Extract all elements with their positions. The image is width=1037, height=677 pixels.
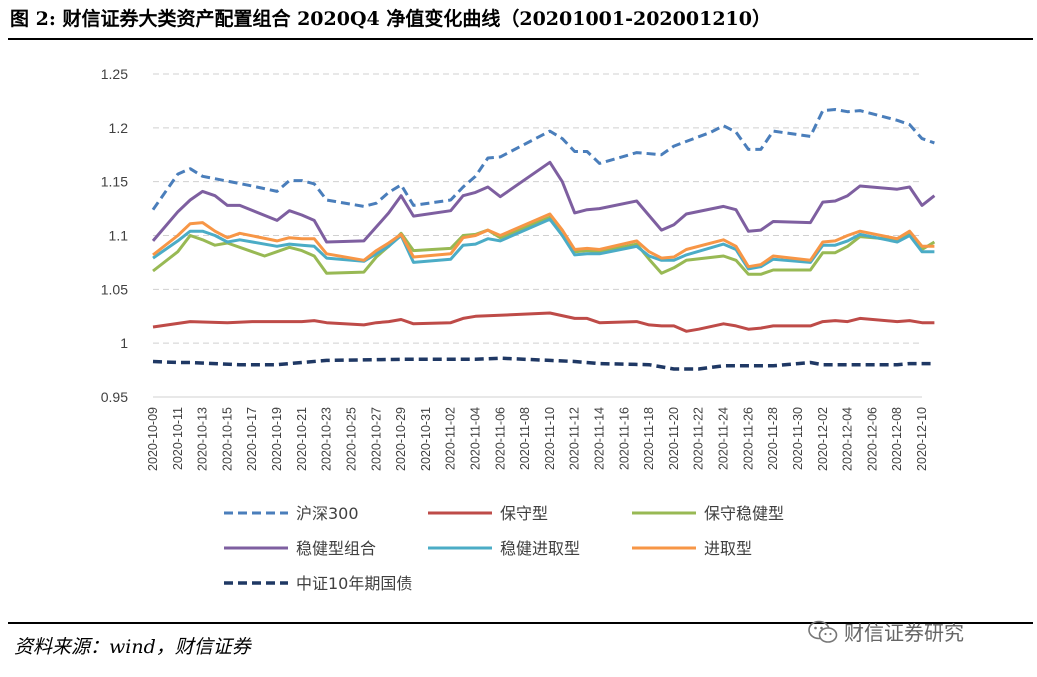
series-line (152, 215, 936, 276)
x-tick-label: 2020-11-26 (741, 407, 755, 470)
watermark: 财信证券研究 (808, 617, 964, 646)
x-axis-ticks: 2020-10-09 2020-10-11 2020-10-13 2020-10-15… (146, 407, 929, 471)
y-tick-label: 1.05 (101, 281, 128, 297)
x-tick-label: 2020-10-09 (146, 407, 160, 471)
y-tick-label: 1.25 (101, 66, 128, 82)
x-tick-label: 2020-10-29 (394, 407, 408, 471)
x-tick-label: 2020-11-28 (766, 407, 780, 470)
x-tick-label: 2020-11-10 (543, 407, 557, 470)
x-tick-label: 2020-11-08 (518, 407, 532, 470)
legend-item[interactable]: 保守型 (428, 504, 548, 523)
legend-label: 进取型 (704, 539, 752, 558)
legend-label: 稳健型组合 (296, 539, 376, 558)
y-tick-label: 1.2 (109, 120, 129, 136)
x-tick-label: 2020-12-04 (841, 407, 855, 471)
legend-item[interactable]: 中证10年期国债 (224, 574, 412, 593)
source-note: 资料来源：wind，财信证券 (14, 636, 251, 658)
x-tick-label: 2020-12-08 (890, 407, 904, 471)
x-tick-label: 2020-10-23 (320, 407, 334, 471)
x-tick-label: 2020-11-14 (593, 407, 607, 470)
x-tick-label: 2020-11-18 (642, 407, 656, 470)
x-tick-label: 2020-12-02 (816, 407, 830, 471)
watermark-text: 财信证券研究 (844, 621, 964, 645)
x-tick-label: 2020-11-20 (667, 407, 681, 470)
y-tick-label: 1 (120, 335, 128, 351)
x-tick-label: 2020-10-25 (344, 407, 358, 471)
legend-item[interactable]: 沪深300 (224, 504, 359, 523)
series-line (152, 212, 935, 269)
x-tick-label: 2020-10-27 (369, 407, 383, 471)
legend-item[interactable]: 稳健型组合 (224, 539, 376, 558)
x-tick-label: 2020-10-17 (245, 407, 259, 471)
x-tick-label: 2020-12-10 (915, 407, 929, 471)
x-tick-label: 2020-12-06 (865, 407, 879, 471)
x-tick-label: 2020-11-12 (568, 407, 582, 470)
x-tick-label: 2020-10-31 (419, 407, 433, 471)
x-tick-label: 2020-10-15 (220, 407, 234, 471)
legend-item[interactable]: 保守稳健型 (632, 504, 784, 523)
x-tick-label: 2020-10-21 (295, 407, 309, 471)
x-tick-label: 2020-11-02 (444, 407, 458, 470)
wechat-icon (808, 620, 838, 643)
series-line (151, 108, 935, 211)
x-tick-label: 2020-10-13 (196, 407, 210, 471)
legend-label: 保守稳健型 (704, 504, 784, 523)
legend-item[interactable]: 稳健进取型 (428, 539, 580, 558)
x-tick-label: 2020-11-24 (717, 407, 731, 470)
series-line (152, 356, 935, 371)
x-tick-label: 2020-11-16 (617, 407, 631, 470)
y-tick-label: 0.95 (101, 389, 128, 405)
series-line (151, 160, 936, 244)
x-tick-label: 2020-11-04 (468, 407, 482, 470)
legend-label: 保守型 (500, 504, 548, 523)
y-tick-label: 1.15 (101, 174, 128, 190)
legend-label: 中证10年期国债 (296, 574, 412, 593)
x-tick-label: 2020-10-11 (171, 407, 185, 470)
y-axis-ticks: 1.25 1.2 1.15 1.1 1.05 1 0.95 (101, 66, 128, 405)
legend-item[interactable]: 进取型 (632, 539, 752, 558)
x-tick-label: 2020-10-19 (270, 407, 284, 471)
series-lines (151, 108, 936, 371)
bottom-rule (8, 622, 1033, 624)
x-tick-label: 2020-11-22 (692, 407, 706, 470)
figure-title: 图 2: 财信证券大类资产配置组合 2020Q4 净值变化曲线（20201001… (10, 8, 771, 30)
top-rule (8, 38, 1033, 40)
legend-label: 稳健进取型 (500, 539, 580, 558)
series-line (152, 311, 935, 333)
legend-label: 沪深300 (296, 504, 359, 523)
x-tick-label: 2020-11-06 (493, 407, 507, 470)
grid-lines (153, 73, 922, 398)
y-tick-label: 1.1 (109, 228, 129, 244)
x-tick-label: 2020-11-30 (791, 407, 805, 470)
